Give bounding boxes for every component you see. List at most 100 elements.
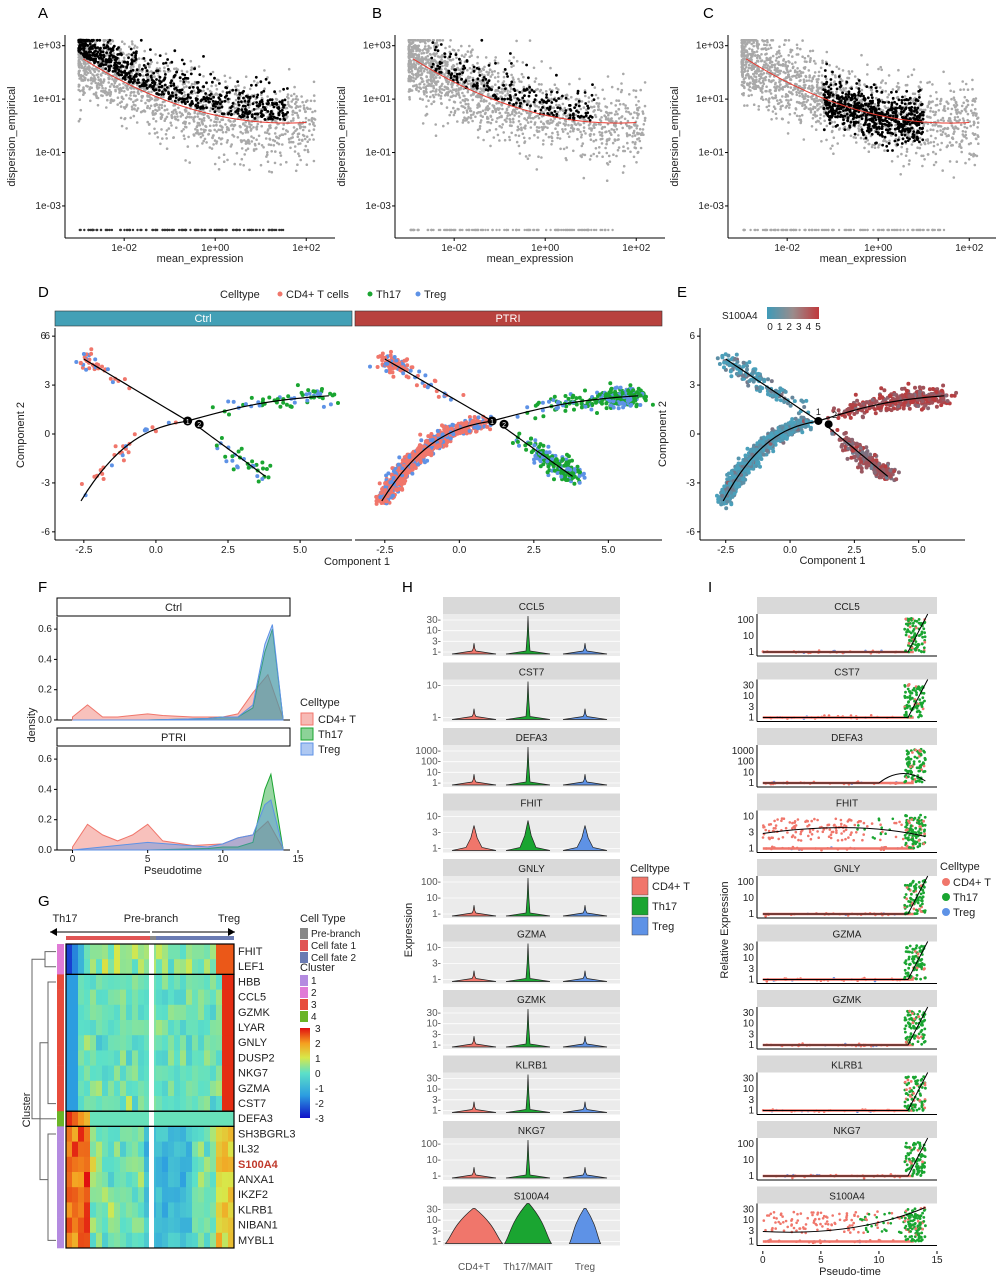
ordering-gene-point [197, 90, 201, 94]
ordering-gene-point [521, 96, 525, 100]
gene-point [196, 144, 199, 148]
gene-point [441, 64, 444, 68]
gene-point [422, 86, 425, 89]
gene-point [255, 126, 258, 129]
gene-point [506, 92, 510, 95]
ordering-gene-point [482, 84, 486, 88]
ordering-gene-point [142, 57, 146, 60]
gene-point [218, 120, 221, 124]
gene-point [194, 228, 197, 232]
gene-point [798, 118, 801, 121]
gene-point [417, 69, 421, 73]
y-tick-label: 1e-03 [698, 201, 724, 212]
gene-point [212, 134, 215, 137]
ordering-gene-point [269, 110, 273, 114]
gene-point [217, 228, 220, 232]
ordering-gene-point [568, 116, 572, 120]
gene-point [109, 101, 112, 104]
x-axis-title: mean_expression [157, 253, 244, 265]
gene-point [929, 128, 932, 131]
gene-point [296, 135, 300, 138]
gene-point [620, 88, 624, 92]
ordering-gene-point [164, 73, 167, 76]
gene-point [635, 112, 639, 115]
ordering-gene-point [120, 73, 124, 77]
ordering-gene-point [111, 48, 115, 52]
gene-point [255, 107, 258, 111]
ordering-gene-point [164, 89, 168, 92]
ordering-gene-point [138, 73, 142, 77]
gene-point [491, 118, 494, 121]
gene-point [526, 228, 529, 232]
gene-point [621, 126, 624, 130]
ordering-gene-point [126, 63, 130, 66]
gene-point [281, 143, 284, 146]
gene-point [447, 90, 451, 94]
gene-point [459, 101, 462, 104]
gene-point [523, 228, 526, 232]
gene-point [495, 228, 498, 232]
ordering-gene-point [533, 109, 537, 113]
gene-point [203, 137, 207, 141]
gene-point [286, 130, 290, 133]
ordering-gene-point [458, 57, 461, 61]
gene-point [615, 154, 618, 158]
gene-point [278, 151, 282, 154]
gene-point [617, 99, 621, 102]
gene-point [455, 62, 459, 66]
ordering-gene-point [234, 110, 238, 114]
ordering-gene-point [575, 109, 578, 113]
gene-point [603, 97, 606, 101]
gene-point [311, 110, 314, 114]
gene-point [866, 63, 869, 66]
gene-point [123, 228, 126, 232]
ordering-gene-point [246, 115, 250, 119]
gene-point [299, 125, 303, 129]
gene-point [572, 149, 575, 153]
gene-point [246, 147, 250, 150]
gene-point [484, 56, 488, 59]
ordering-gene-point [480, 38, 484, 42]
gene-point [631, 140, 635, 144]
gene-point [634, 146, 638, 150]
gene-point [153, 127, 156, 131]
gene-point [429, 53, 432, 56]
ordering-gene-point [176, 88, 179, 92]
ordering-gene-point [173, 49, 177, 53]
gene-point [268, 170, 271, 173]
ordering-gene-point [211, 99, 215, 103]
gene-point [215, 123, 218, 127]
ordering-gene-point [487, 86, 491, 89]
gene-point [277, 142, 281, 146]
gene-point [617, 134, 620, 137]
gene-point [297, 122, 301, 126]
gene-point [425, 68, 429, 71]
gene-point [312, 123, 315, 126]
gene-point [813, 105, 817, 109]
gene-point [616, 148, 620, 152]
gene-point [833, 80, 836, 83]
gene-point [202, 116, 206, 120]
gene-point [491, 73, 494, 76]
ordering-gene-point [155, 78, 158, 81]
ordering-gene-point [450, 72, 454, 76]
ordering-gene-point [584, 114, 588, 118]
gene-point [506, 111, 510, 115]
gene-point [137, 57, 141, 60]
ordering-gene-point [231, 102, 235, 105]
gene-point [206, 87, 210, 91]
gene-point [636, 124, 639, 128]
gene-point [430, 71, 434, 75]
ordering-gene-point [88, 47, 91, 51]
points [407, 38, 647, 232]
gene-point [787, 39, 791, 42]
gene-point [156, 136, 160, 139]
gene-point [604, 146, 607, 150]
ordering-gene-point [118, 73, 121, 76]
gene-point [460, 44, 463, 48]
gene-point [425, 105, 428, 108]
gene-point [636, 150, 640, 154]
gene-point [127, 52, 131, 56]
gene-point [301, 139, 304, 142]
ordering-gene-point [564, 96, 568, 100]
